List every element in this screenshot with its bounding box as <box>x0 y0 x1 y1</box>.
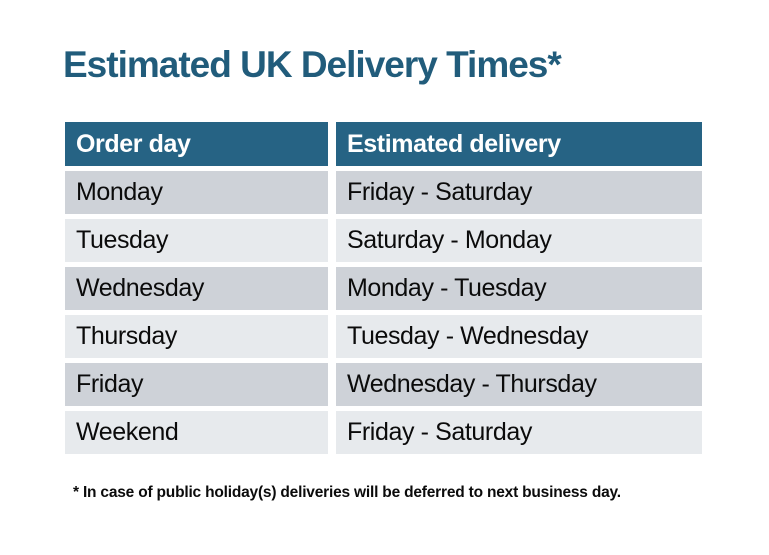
order-day-cell: Friday <box>65 363 328 406</box>
order-day-cell: Weekend <box>65 411 328 454</box>
estimated-delivery-cell: Friday - Saturday <box>336 171 702 214</box>
estimated-delivery-cell: Saturday - Monday <box>336 219 702 262</box>
order-day-cell: Monday <box>65 171 328 214</box>
estimated-delivery-cell: Friday - Saturday <box>336 411 702 454</box>
page-title: Estimated UK Delivery Times* <box>63 44 562 85</box>
order-day-cell: Thursday <box>65 315 328 358</box>
estimated-delivery-cell: Tuesday - Wednesday <box>336 315 702 358</box>
order-day-cell: Wednesday <box>65 267 328 310</box>
delivery-times-table: Order day Estimated delivery Monday Frid… <box>65 122 702 454</box>
estimated-delivery-header: Estimated delivery <box>336 122 702 166</box>
order-day-cell: Tuesday <box>65 219 328 262</box>
order-day-header: Order day <box>65 122 328 166</box>
estimated-delivery-cell: Monday - Tuesday <box>336 267 702 310</box>
footnote: * In case of public holiday(s) deliverie… <box>73 484 621 501</box>
estimated-delivery-cell: Wednesday - Thursday <box>336 363 702 406</box>
